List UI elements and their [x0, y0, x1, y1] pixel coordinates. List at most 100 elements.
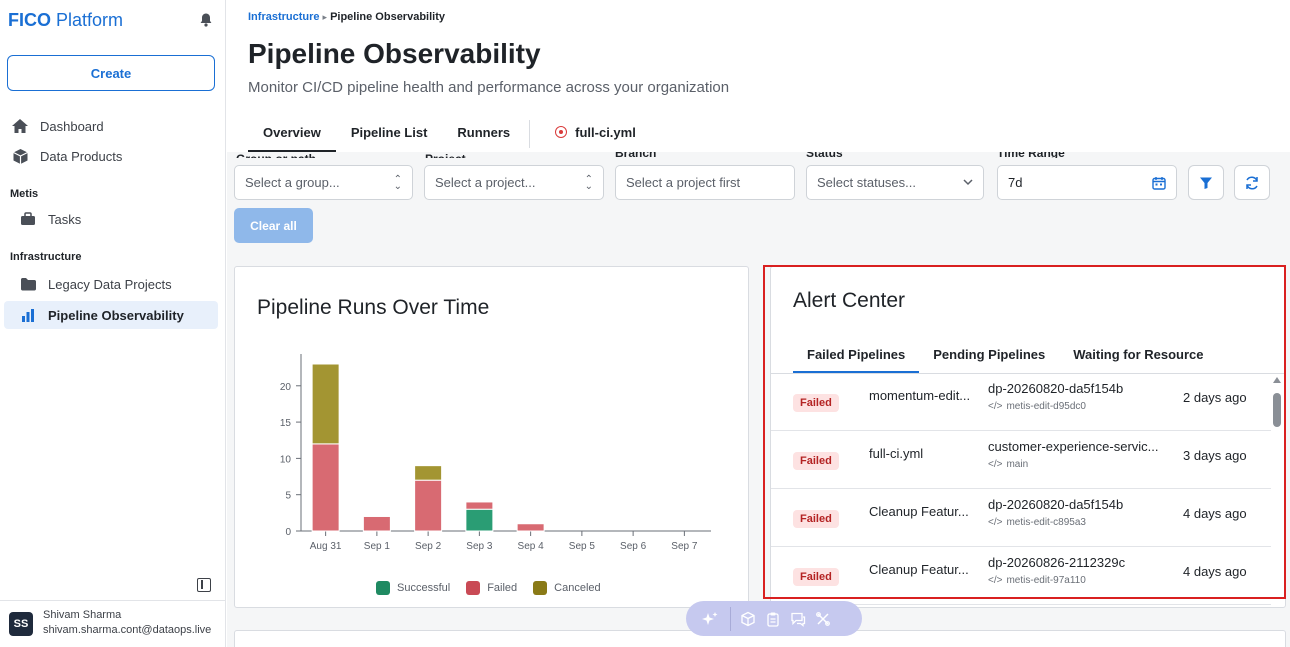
scrollbar[interactable]: [1270, 373, 1284, 599]
y-tick-label: 20: [280, 382, 292, 393]
project-select-placeholder: Select a project...: [435, 175, 536, 190]
brand-strong: FICO: [8, 10, 51, 30]
page-tabs: Overview Pipeline List Runners full-ci.y…: [248, 112, 651, 152]
time-ago: 4 days ago: [1183, 506, 1247, 521]
bar-failed: [362, 515, 391, 532]
user-name: Shivam Sharma: [43, 609, 122, 621]
box-icon[interactable]: [739, 610, 757, 628]
branch-name[interactable]: customer-experience-servic...: [988, 439, 1159, 454]
branch-input[interactable]: Select a project first: [615, 165, 795, 200]
sidebar-item-label: Dashboard: [40, 118, 104, 134]
filter-label-status: Status: [806, 152, 976, 158]
tab-pending-pipelines[interactable]: Pending Pipelines: [933, 346, 1046, 362]
create-button[interactable]: Create: [7, 55, 215, 91]
pipeline-name[interactable]: Cleanup Featur...: [869, 504, 969, 519]
sidebar-item-tasks[interactable]: Tasks: [4, 205, 218, 233]
legend-label: Failed: [487, 582, 518, 594]
sidebar-item-label: Legacy Data Projects: [48, 276, 172, 292]
legend-swatch: [533, 581, 548, 595]
alert-tabs-divider: [771, 373, 1285, 374]
code-icon: </>: [988, 575, 1003, 586]
chat-icon[interactable]: [789, 610, 807, 628]
user-email: shivam.sharma.cont@dataops.live: [43, 624, 212, 636]
brand-light: Platform: [56, 10, 124, 30]
legend-item-failed[interactable]: Failed: [466, 581, 517, 595]
filter-button[interactable]: [1188, 165, 1224, 200]
sparkle-icon[interactable]: [701, 610, 719, 628]
tab-pipeline-list[interactable]: Pipeline List: [350, 124, 428, 140]
code-icon: </>: [988, 459, 1003, 470]
collapse-sidebar-icon[interactable]: [197, 578, 211, 592]
tab-divider: [529, 120, 531, 148]
alert-row[interactable]: Failed Cleanup Featur... dp-20260820-da5…: [771, 489, 1271, 547]
page-subtitle: Monitor CI/CD pipeline health and perfor…: [248, 79, 730, 96]
scroll-up-icon[interactable]: [1273, 377, 1281, 383]
legend-item-canceled[interactable]: Canceled: [533, 581, 601, 595]
refresh-button[interactable]: [1234, 165, 1270, 200]
sidebar-item-data-products[interactable]: Data Products: [4, 142, 218, 170]
group-select[interactable]: Select a group... ⌃ ⌄: [234, 165, 413, 200]
alert-center-card: Alert Center Failed Pipelines Pending Pi…: [770, 266, 1286, 608]
filter-label-branch: Branch: [615, 152, 657, 160]
chart-title: Pipeline Runs Over Time: [257, 296, 490, 319]
user-profile[interactable]: SS Shivam Sharma shivam.sharma.cont@data…: [0, 600, 226, 647]
tab-overview[interactable]: Overview: [248, 112, 336, 152]
scrollbar-thumb[interactable]: [1273, 393, 1281, 427]
pipeline-runs-chart: 0 5 10 15 20 Aug 31 Sep 1 Sep 2 Sep 3 Sep 4 Sep 5 S…: [280, 354, 711, 552]
sidebar-item-dashboard[interactable]: Dashboard: [4, 112, 218, 140]
avatar: SS: [9, 612, 33, 636]
bell-icon[interactable]: [198, 12, 214, 28]
commit-ref: </> main: [988, 459, 1028, 470]
legend-label: Canceled: [554, 582, 601, 594]
alert-center-title: Alert Center: [793, 289, 906, 312]
tab-runners[interactable]: Runners: [457, 124, 511, 140]
breadcrumb-separator-icon: ▸: [322, 12, 328, 22]
sidebar-item-label: Tasks: [48, 211, 82, 227]
branch-name[interactable]: dp-20260820-da5f154b: [988, 381, 1124, 396]
breadcrumb-link-infrastructure[interactable]: Infrastructure: [248, 11, 320, 23]
chart-legend: Successful Failed Canceled: [376, 581, 601, 595]
breadcrumb: Infrastructure ▸ Pipeline Observability: [248, 11, 445, 23]
tab-failed-pipelines[interactable]: Failed Pipelines: [793, 335, 920, 373]
branch-name[interactable]: dp-20260820-da5f154b: [988, 497, 1124, 512]
commit-label: metis-edit-d95dc0: [1006, 401, 1086, 412]
status-select[interactable]: Select statuses...: [806, 165, 984, 200]
pipeline-name[interactable]: full-ci.yml: [869, 446, 924, 461]
x-tick-label: Aug 31: [310, 541, 342, 552]
filter-icon: [1200, 177, 1212, 189]
chevron-down-icon: [963, 179, 973, 186]
time-ago: 4 days ago: [1183, 564, 1247, 579]
alert-row[interactable]: Failed full-ci.yml customer-experience-s…: [771, 431, 1271, 489]
branch-input-placeholder: Select a project first: [626, 175, 741, 190]
page-title: Pipeline Observability: [248, 38, 541, 69]
bar-failed: [465, 501, 494, 510]
tab-full-ci[interactable]: full-ci.yml: [540, 112, 651, 152]
tab-waiting-for-resource[interactable]: Waiting for Resource: [1073, 346, 1204, 362]
sidebar-item-legacy-data-projects[interactable]: Legacy Data Projects: [4, 270, 218, 298]
clear-all-button[interactable]: Clear all: [234, 208, 313, 243]
x-tick-label: Sep 3: [466, 541, 493, 552]
time-range-input[interactable]: 7d: [997, 165, 1177, 200]
time-ago: 2 days ago: [1183, 390, 1247, 405]
calendar-icon[interactable]: [1152, 176, 1166, 190]
pipeline-name[interactable]: Cleanup Featur...: [869, 562, 969, 577]
page-header: Infrastructure ▸ Pipeline Observability Pi…: [227, 0, 1290, 152]
project-select[interactable]: Select a project... ⌃ ⌄: [424, 165, 604, 200]
branch-name[interactable]: dp-20260826-2112329c: [988, 555, 1126, 570]
brand-logo[interactable]: FICO Platform: [8, 10, 123, 31]
refresh-icon: [1246, 175, 1258, 190]
alert-row[interactable]: Failed Cleanup Featur... dp-20260826-211…: [771, 547, 1271, 605]
bar-canceled: [311, 363, 340, 445]
y-tick-label: 0: [285, 527, 291, 538]
pipeline-name[interactable]: momentum-edit...: [869, 388, 971, 403]
code-icon: </>: [988, 401, 1003, 412]
sidebar-item-pipeline-observability[interactable]: Pipeline Observability: [4, 301, 218, 329]
code-icon: </>: [988, 517, 1003, 528]
tools-icon[interactable]: [814, 610, 832, 628]
alert-row[interactable]: Failed momentum-edit... dp-20260820-da5f…: [771, 373, 1271, 431]
status-badge: Failed: [793, 394, 839, 412]
legend-item-successful[interactable]: Successful: [376, 581, 450, 595]
clipboard-icon[interactable]: [764, 610, 782, 628]
folder-icon: [18, 274, 38, 294]
